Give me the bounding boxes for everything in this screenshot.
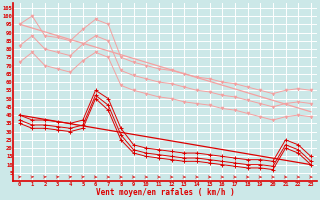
- X-axis label: Vent moyen/en rafales ( km/h ): Vent moyen/en rafales ( km/h ): [96, 188, 235, 197]
